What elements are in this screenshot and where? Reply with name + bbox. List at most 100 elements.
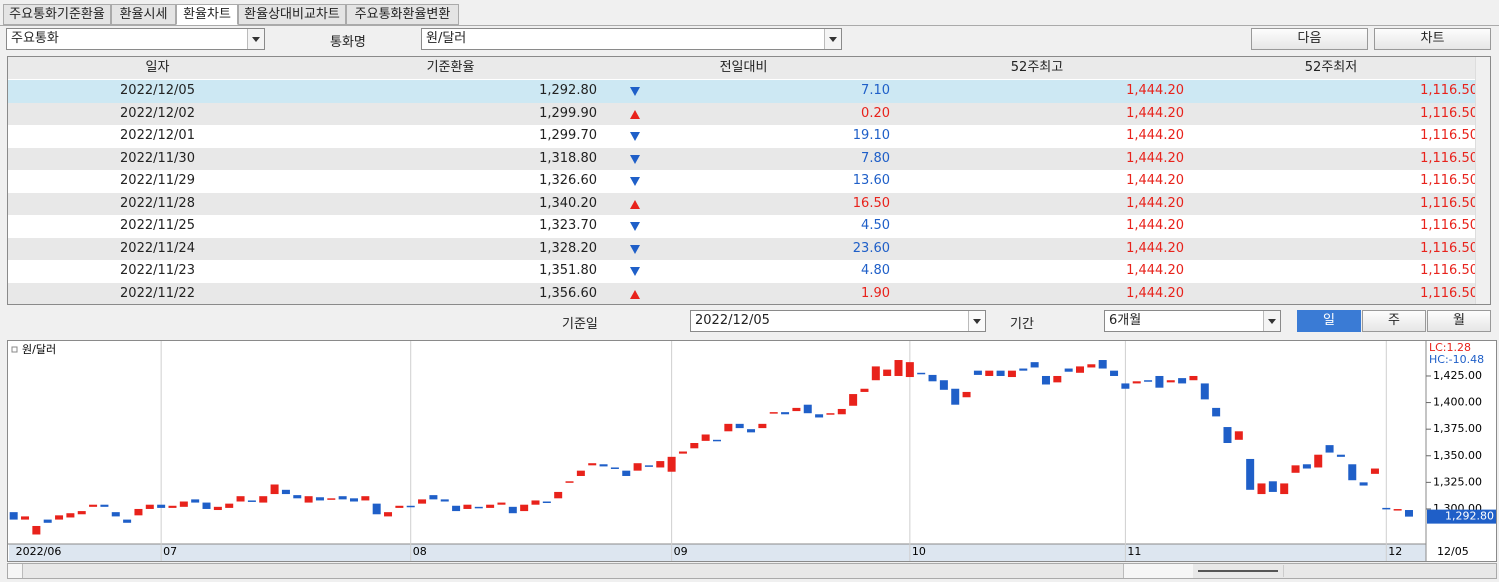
candle-body	[111, 512, 120, 517]
currency-select[interactable]: 원/달러	[421, 28, 842, 50]
candle-body	[610, 467, 619, 469]
date-cell: 2022/11/30	[120, 150, 195, 166]
period-select[interactable]: 6개월	[1104, 310, 1281, 332]
candle-body	[497, 502, 506, 505]
candle-body	[690, 443, 699, 449]
high-cell: 1,444.20	[1126, 173, 1184, 188]
candle-body	[1336, 454, 1345, 457]
candle-body	[236, 496, 245, 502]
chart-scrollbar[interactable]	[7, 563, 1497, 579]
candle-body	[985, 370, 994, 376]
zoom-slider[interactable]	[1198, 570, 1278, 572]
date-cell: 2022/11/25	[120, 218, 195, 233]
candle-body	[247, 500, 256, 502]
change-cell: 23.60	[852, 240, 890, 256]
table-row: 2022/12/02 1,299.90 0.20 1,444.20 1,116.50	[8, 102, 1478, 125]
candle-body	[1370, 468, 1379, 474]
low-cell: 1,116.50	[1420, 285, 1478, 301]
column-header: 전일대비	[594, 57, 894, 79]
change-icon	[630, 154, 640, 164]
play-controls[interactable]	[1123, 564, 1193, 578]
tab[interactable]: 환율시세	[111, 4, 176, 25]
rate-cell: 1,356.60	[539, 285, 597, 301]
candle-body	[1076, 366, 1085, 373]
low-cell: 1,116.50	[1420, 173, 1478, 188]
high-cell: 1,444.20	[1126, 128, 1184, 143]
change-cell: 0.20	[861, 105, 890, 121]
x-tick-label: 12	[1388, 545, 1402, 558]
candle-body	[1268, 481, 1277, 492]
change-icon	[630, 222, 640, 231]
change-icon	[630, 177, 640, 186]
candle-body	[1166, 380, 1175, 383]
candle-body	[281, 489, 290, 495]
candle-body	[1280, 483, 1289, 495]
candle-body	[724, 423, 733, 432]
y-tick-label: 1,350.00	[1433, 449, 1482, 462]
candle-body	[917, 372, 926, 375]
y-tick-label: 1,400.00	[1433, 396, 1482, 409]
x-tick-label: 2022/06	[16, 545, 62, 558]
candle-body	[769, 412, 778, 414]
date-cell: 2022/11/29	[120, 173, 195, 188]
candle-body	[1393, 509, 1402, 511]
candle-body	[951, 388, 960, 405]
candle-body	[667, 456, 676, 472]
unit-button[interactable]: 월	[1427, 310, 1491, 332]
candle-body	[656, 461, 665, 468]
unit-button[interactable]: 주	[1362, 310, 1426, 332]
next-button[interactable]: 다음	[1251, 28, 1368, 50]
date-cell: 2022/11/22	[120, 285, 195, 301]
high-cell: 1,444.20	[1126, 195, 1184, 211]
table-row: 2022/11/28 1,340.20 16.50 1,444.20 1,116.50	[8, 192, 1478, 215]
candle-body	[894, 360, 903, 376]
high-cell: 1,444.20	[1126, 285, 1184, 301]
unit-button[interactable]: 일	[1297, 310, 1361, 332]
change-cell: 7.10	[861, 83, 890, 98]
group-select[interactable]: 주요통화	[6, 28, 265, 50]
low-cell: 1,116.50	[1420, 240, 1478, 256]
candle-body	[1155, 375, 1164, 388]
tab[interactable]: 환율상대비교차트	[238, 4, 346, 25]
table-scrollbar[interactable]	[1475, 57, 1490, 304]
candle-body	[1132, 381, 1141, 384]
candle-body	[1098, 360, 1107, 369]
high-cell: 1,444.20	[1126, 218, 1184, 233]
change-cell: 4.80	[861, 263, 890, 278]
candle-body	[304, 496, 313, 503]
tab[interactable]: 주요통화환율변환	[346, 4, 459, 25]
x-tick-label: 10	[912, 545, 926, 558]
tab[interactable]: 주요통화기준환율	[3, 4, 111, 25]
rate-cell: 1,299.90	[539, 105, 597, 121]
period-label: 기간	[1010, 317, 1034, 332]
tab[interactable]: 환율차트	[176, 4, 238, 25]
candle-body	[735, 423, 744, 429]
date-cell: 2022/11/24	[120, 240, 195, 256]
candle-body	[883, 369, 892, 376]
tab-line	[0, 25, 1499, 26]
candle-body	[996, 370, 1005, 376]
candle-body	[213, 506, 222, 511]
chart-button[interactable]: 차트	[1374, 28, 1491, 50]
group-text: 주요통화	[11, 31, 59, 46]
candle-body	[293, 495, 302, 499]
candle-body	[565, 481, 574, 483]
column-header: 52주최고	[887, 57, 1188, 79]
candle-body	[338, 496, 347, 500]
candle-body	[452, 505, 461, 512]
candle-body	[1382, 507, 1391, 510]
x-tick-label: 11	[1127, 545, 1141, 558]
candle-body	[1314, 454, 1323, 468]
candle-body	[1178, 378, 1187, 384]
change-cell: 4.50	[861, 218, 890, 233]
base-date-input[interactable]: 2022/12/05	[690, 310, 986, 332]
scroll-left[interactable]	[8, 564, 23, 578]
chart-tools[interactable]	[1283, 565, 1493, 577]
x-tick-label: 07	[163, 545, 177, 558]
candle-body	[315, 497, 324, 501]
candle-body	[599, 464, 608, 467]
candle-body	[89, 504, 98, 507]
rate-table: 일자 기준환율 전일대비 52주최고 52주최저 2022/12/05 1,292.80 7.…	[7, 56, 1491, 305]
rate-cell: 1,351.80	[539, 263, 597, 278]
